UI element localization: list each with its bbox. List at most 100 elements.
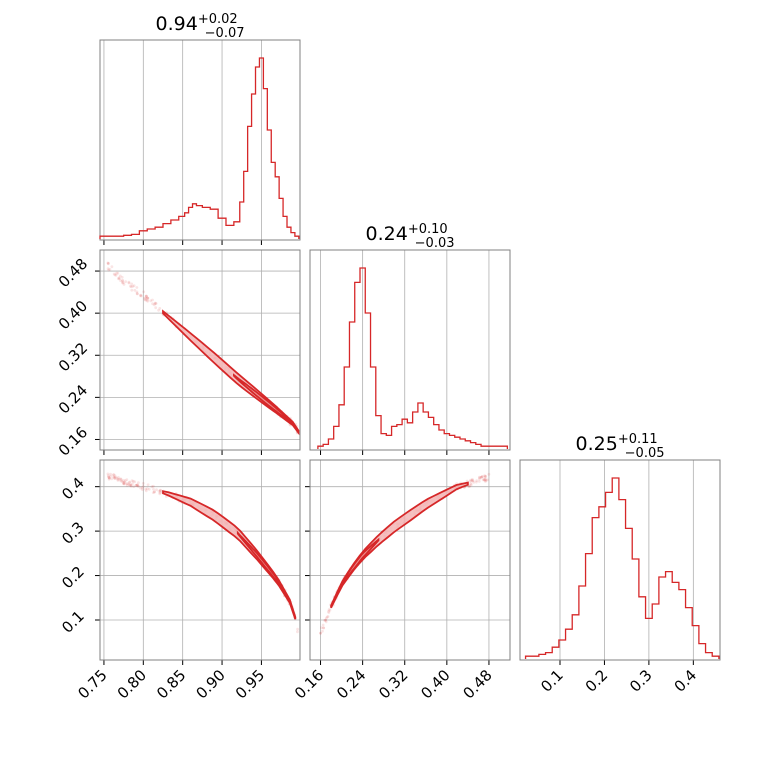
sample-point	[322, 626, 326, 630]
sample-point	[136, 483, 139, 487]
sample-point	[110, 265, 114, 269]
sample-point	[109, 474, 112, 478]
sample-point	[118, 274, 122, 278]
sample-point	[135, 483, 139, 487]
sample-point	[155, 488, 158, 491]
title-median: 0.94	[156, 13, 198, 35]
sample-point	[471, 479, 475, 482]
sample-point	[158, 307, 162, 310]
sample-point	[477, 480, 481, 483]
sample-point	[131, 285, 135, 288]
y-tick-label: 0.48	[55, 255, 91, 291]
sample-point	[132, 485, 136, 488]
sample-point	[158, 488, 162, 492]
sample-point	[120, 479, 124, 483]
sample-point	[112, 475, 115, 479]
sample-point	[119, 477, 122, 481]
sample-point	[467, 485, 471, 488]
sample-point	[154, 306, 158, 310]
sample-point	[324, 616, 328, 620]
sample-point	[135, 292, 139, 295]
sample-point	[107, 476, 111, 480]
sample-point	[327, 608, 331, 611]
sample-point	[157, 308, 161, 312]
contour-inner	[232, 373, 294, 426]
sample-point	[472, 481, 476, 484]
sample-point	[133, 480, 137, 484]
sample-point	[145, 487, 149, 491]
sample-point	[107, 262, 110, 265]
sample-point	[115, 476, 119, 480]
sample-point	[122, 482, 126, 486]
sample-point	[106, 474, 110, 477]
sample-point	[152, 487, 155, 491]
sample-point	[469, 478, 472, 482]
sample-point	[130, 479, 134, 482]
sample-point	[116, 479, 120, 482]
sample-point	[154, 302, 158, 305]
title-plus: +0.11	[618, 432, 658, 447]
x-tick-label: 0.16	[291, 666, 327, 702]
sample-point	[135, 286, 139, 289]
sample-point	[141, 485, 145, 488]
sample-point	[112, 473, 116, 476]
sample-point	[144, 487, 148, 491]
x-tick-label: 0.90	[193, 666, 229, 702]
y-tick-label: 0.3	[58, 518, 88, 548]
sample-point	[324, 620, 328, 624]
sample-point	[117, 277, 120, 281]
sample-point	[147, 487, 151, 491]
sample-point	[129, 284, 132, 288]
sample-point	[141, 482, 145, 485]
sample-point	[478, 476, 482, 480]
sample-point	[122, 482, 125, 485]
sample-point	[483, 474, 486, 477]
sample-point	[113, 273, 117, 277]
x-tick-label: 0.75	[74, 666, 110, 702]
param-title-0: 0.94+0.02 −0.07	[156, 12, 245, 41]
sample-point	[117, 476, 120, 479]
sample-point	[158, 492, 162, 496]
param-title-2: 0.25+0.11 −0.05	[576, 432, 665, 461]
sample-point	[480, 475, 484, 478]
sample-points	[106, 472, 299, 634]
sample-point	[114, 475, 117, 479]
sample-point	[109, 472, 112, 476]
sample-point	[131, 482, 134, 486]
sample-point	[296, 627, 299, 631]
sample-point	[121, 478, 125, 482]
sample-point	[140, 486, 144, 490]
sample-point	[327, 610, 330, 613]
sample-point	[139, 294, 142, 298]
sample-point	[151, 491, 155, 494]
histogram-step-line	[524, 477, 720, 659]
sample-point	[133, 288, 137, 292]
sample-point	[119, 279, 122, 282]
panel-frame	[99, 249, 301, 451]
sample-point	[326, 615, 330, 618]
sample-point	[324, 618, 327, 622]
sample-point	[129, 285, 133, 288]
sample-point	[128, 480, 132, 484]
sample-point	[122, 482, 126, 486]
sample-point	[131, 479, 135, 483]
sample-point	[146, 296, 150, 300]
sample-point	[483, 475, 487, 478]
y-tick-label: 0.1	[58, 607, 88, 637]
sample-point	[107, 475, 110, 479]
sample-point	[107, 268, 111, 272]
histogram-step-line	[99, 57, 300, 239]
sample-point	[324, 618, 328, 622]
sample-point	[106, 262, 110, 266]
sample-point	[150, 485, 154, 489]
sample-point	[108, 268, 112, 271]
panel-frame	[309, 459, 511, 661]
sample-point	[113, 477, 116, 480]
sample-point	[146, 299, 150, 303]
sample-point	[328, 609, 332, 612]
sample-point	[145, 294, 148, 298]
sample-point	[118, 277, 121, 280]
sample-point	[159, 490, 163, 493]
sample-point	[151, 298, 154, 302]
